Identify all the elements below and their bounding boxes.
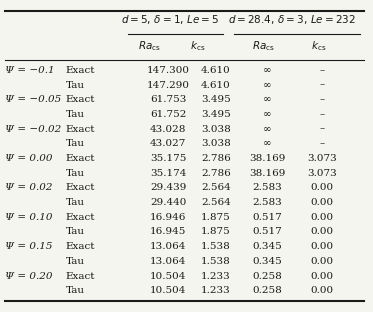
Text: 147.300: 147.300 [147, 66, 189, 75]
Text: Ψ = 0.10: Ψ = 0.10 [5, 213, 53, 222]
Text: 0.00: 0.00 [310, 242, 333, 251]
Text: 10.504: 10.504 [150, 286, 186, 295]
Text: Ψ = 0.02: Ψ = 0.02 [5, 183, 53, 193]
Text: 4.610: 4.610 [201, 80, 231, 90]
Text: 13.064: 13.064 [150, 242, 186, 251]
Text: 2.564: 2.564 [201, 198, 231, 207]
Text: 2.786: 2.786 [201, 169, 231, 178]
Text: 10.504: 10.504 [150, 271, 186, 280]
Text: –: – [319, 139, 325, 149]
Text: Tau: Tau [66, 227, 85, 236]
Text: Ψ = −0.02: Ψ = −0.02 [5, 125, 61, 134]
Text: 2.564: 2.564 [201, 183, 231, 193]
Text: Tau: Tau [66, 198, 85, 207]
Text: 1.233: 1.233 [201, 286, 231, 295]
Text: 2.583: 2.583 [252, 198, 282, 207]
Text: 38.169: 38.169 [249, 169, 285, 178]
Text: Exact: Exact [66, 271, 95, 280]
Text: 0.00: 0.00 [310, 286, 333, 295]
Text: 1.538: 1.538 [201, 242, 231, 251]
Text: Ψ = −0.05: Ψ = −0.05 [5, 95, 61, 104]
Text: $k_{\rm cs}$: $k_{\rm cs}$ [311, 39, 326, 53]
Text: 0.517: 0.517 [252, 227, 282, 236]
Text: 43.028: 43.028 [150, 125, 186, 134]
Text: Ψ = 0.20: Ψ = 0.20 [5, 271, 53, 280]
Text: ∞: ∞ [263, 125, 271, 134]
Text: $d=28.4,\,\delta=3,\,Le=232$: $d=28.4,\,\delta=3,\,Le=232$ [228, 13, 355, 27]
Text: Exact: Exact [66, 66, 95, 75]
Text: –: – [319, 80, 325, 90]
Text: 29.439: 29.439 [150, 183, 186, 193]
Text: Exact: Exact [66, 154, 95, 163]
Text: Exact: Exact [66, 95, 95, 104]
Text: 0.00: 0.00 [310, 183, 333, 193]
Text: Tau: Tau [66, 80, 85, 90]
Text: 147.290: 147.290 [147, 80, 189, 90]
Text: Exact: Exact [66, 213, 95, 222]
Text: 3.073: 3.073 [307, 169, 337, 178]
Text: 35.174: 35.174 [150, 169, 186, 178]
Text: ∞: ∞ [263, 139, 271, 149]
Text: ∞: ∞ [263, 66, 271, 75]
Text: 0.345: 0.345 [252, 257, 282, 266]
Text: 38.169: 38.169 [249, 154, 285, 163]
Text: 61.752: 61.752 [150, 110, 186, 119]
Text: 35.175: 35.175 [150, 154, 186, 163]
Text: Ψ = −0.1: Ψ = −0.1 [5, 66, 55, 75]
Text: ∞: ∞ [263, 95, 271, 104]
Text: Tau: Tau [66, 257, 85, 266]
Text: 0.00: 0.00 [310, 271, 333, 280]
Text: Tau: Tau [66, 110, 85, 119]
Text: 4.610: 4.610 [201, 66, 231, 75]
Text: 3.038: 3.038 [201, 139, 231, 149]
Text: –: – [319, 95, 325, 104]
Text: Exact: Exact [66, 125, 95, 134]
Text: 1.538: 1.538 [201, 257, 231, 266]
Text: –: – [319, 110, 325, 119]
Text: 1.875: 1.875 [201, 227, 231, 236]
Text: ∞: ∞ [263, 80, 271, 90]
Text: 16.945: 16.945 [150, 227, 186, 236]
Text: Ψ = 0.15: Ψ = 0.15 [5, 242, 53, 251]
Text: 0.00: 0.00 [310, 213, 333, 222]
Text: ∞: ∞ [263, 110, 271, 119]
Text: –: – [319, 66, 325, 75]
Text: $Ra_{\rm cs}$: $Ra_{\rm cs}$ [138, 39, 161, 53]
Text: 1.233: 1.233 [201, 271, 231, 280]
Text: $d=5,\,\delta=1,\,Le=5$: $d=5,\,\delta=1,\,Le=5$ [121, 13, 219, 27]
Text: Tau: Tau [66, 169, 85, 178]
Text: Tau: Tau [66, 139, 85, 149]
Text: Exact: Exact [66, 183, 95, 193]
Text: 43.027: 43.027 [150, 139, 186, 149]
Text: 3.038: 3.038 [201, 125, 231, 134]
Text: Tau: Tau [66, 286, 85, 295]
Text: Ψ = 0.00: Ψ = 0.00 [5, 154, 53, 163]
Text: 1.875: 1.875 [201, 213, 231, 222]
Text: 3.495: 3.495 [201, 110, 231, 119]
Text: 0.00: 0.00 [310, 257, 333, 266]
Text: 0.345: 0.345 [252, 242, 282, 251]
Text: 2.786: 2.786 [201, 154, 231, 163]
Text: 29.440: 29.440 [150, 198, 186, 207]
Text: –: – [319, 125, 325, 134]
Text: 0.00: 0.00 [310, 227, 333, 236]
Text: 0.258: 0.258 [252, 286, 282, 295]
Text: 0.517: 0.517 [252, 213, 282, 222]
Text: 16.946: 16.946 [150, 213, 186, 222]
Text: 13.064: 13.064 [150, 257, 186, 266]
Text: $k_{\rm cs}$: $k_{\rm cs}$ [190, 39, 205, 53]
Text: 0.00: 0.00 [310, 198, 333, 207]
Text: Exact: Exact [66, 242, 95, 251]
Text: 61.753: 61.753 [150, 95, 186, 104]
Text: 3.073: 3.073 [307, 154, 337, 163]
Text: $Ra_{\rm cs}$: $Ra_{\rm cs}$ [252, 39, 275, 53]
Text: 0.258: 0.258 [252, 271, 282, 280]
Text: 3.495: 3.495 [201, 95, 231, 104]
Text: 2.583: 2.583 [252, 183, 282, 193]
